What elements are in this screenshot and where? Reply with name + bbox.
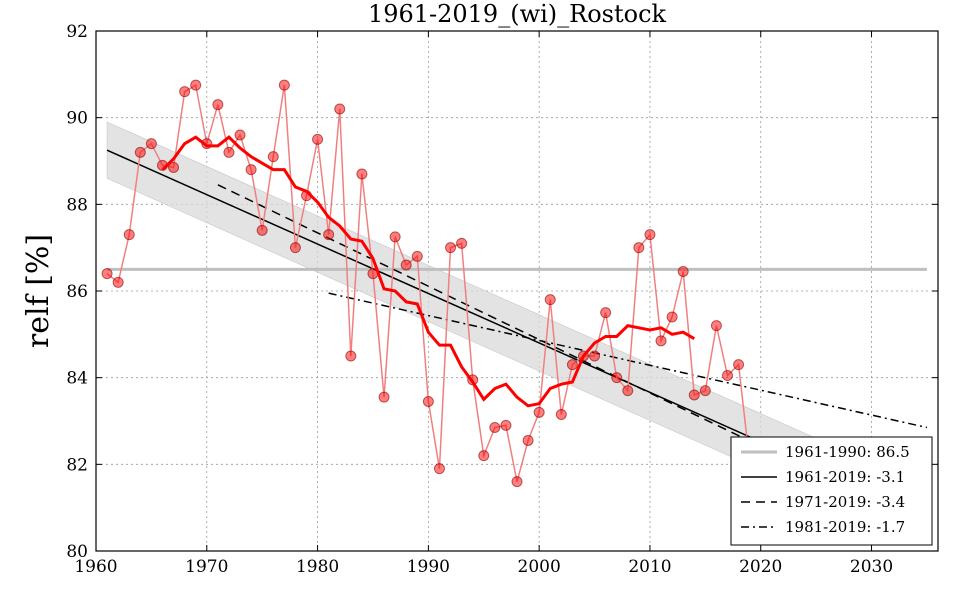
y-tick-label: 88 — [66, 195, 88, 215]
legend: 1961-1990: 86.5 1961-2019: -3.1 1971-2019:… — [730, 436, 933, 546]
data-point-1964 — [134, 146, 146, 158]
data-point-1971 — [212, 99, 224, 111]
data-point-1995 — [478, 450, 490, 462]
data-point-1961 — [101, 268, 113, 280]
data-point-1984 — [356, 168, 368, 180]
data-point-2000 — [533, 406, 545, 418]
x-tick-label: 2020 — [739, 557, 782, 577]
trend-line-1971-2019 — [217, 184, 817, 474]
data-point-1982 — [334, 103, 346, 115]
data-point-1989 — [411, 250, 423, 262]
legend-label: 1971-2019: -3.4 — [785, 493, 905, 511]
data-point-2014 — [688, 389, 700, 401]
legend-label: 1981-2019: -1.7 — [785, 518, 905, 536]
data-point-1973 — [234, 129, 246, 141]
trend-line-1961-2019 — [106, 149, 817, 468]
data-point-1974 — [245, 164, 257, 176]
data-point-1967 — [168, 162, 180, 173]
data-point-1968 — [179, 86, 191, 98]
data-point-1978 — [289, 242, 301, 254]
data-point-1977 — [278, 79, 290, 91]
x-tick-label: 1970 — [185, 557, 228, 577]
x-tick-label: 1980 — [296, 557, 339, 577]
data-point-1980 — [312, 133, 324, 145]
data-point-2002 — [555, 409, 567, 420]
data-point-1969 — [190, 79, 202, 91]
data-point-1965 — [145, 138, 157, 150]
y-tick-label: 82 — [66, 455, 88, 475]
data-point-1988 — [400, 259, 412, 271]
data-point-2012 — [666, 311, 678, 323]
data-point-1963 — [123, 229, 135, 241]
y-tick-label: 86 — [66, 282, 88, 302]
smoothed-line — [161, 135, 696, 408]
data-point-2006 — [600, 307, 612, 319]
data-point-2010 — [644, 229, 656, 241]
y-axis-label: relf [%] — [21, 234, 56, 348]
x-tick-label: 2030 — [850, 557, 893, 577]
data-point-1999 — [522, 435, 534, 446]
y-tick-label: 92 — [66, 22, 88, 42]
data-point-2005 — [589, 350, 601, 362]
data-point-1990 — [422, 396, 434, 407]
x-tick-label: 2010 — [628, 557, 671, 577]
data-point-2016 — [710, 320, 722, 332]
data-point-1997 — [500, 419, 512, 431]
data-point-1987 — [389, 231, 401, 243]
chart-title: 1961-2019_(wi)_Rostock — [368, 0, 667, 28]
data-point-1962 — [112, 276, 124, 288]
data-point-1986 — [378, 391, 390, 403]
data-point-2011 — [655, 335, 667, 347]
observed-series — [101, 79, 756, 488]
x-tick-label: 1960 — [74, 557, 117, 577]
data-point-2001 — [544, 294, 556, 306]
data-point-1991 — [433, 463, 445, 475]
data-point-1996 — [489, 422, 501, 433]
data-point-2003 — [566, 359, 578, 371]
trend-lines — [106, 149, 928, 474]
data-point-1975 — [256, 224, 268, 236]
smoothed-series — [161, 135, 696, 408]
axes: 1960 1970 1980 1990 2000 2010 2020 2030 80 82 84 86… — [66, 22, 939, 577]
data-point-1992 — [445, 242, 457, 254]
data-point-2018 — [733, 359, 745, 371]
legend-label: 1961-2019: -3.1 — [785, 468, 905, 486]
x-tick-label: 2000 — [518, 557, 561, 577]
legend-label: 1961-1990: 86.5 — [785, 443, 910, 461]
data-point-1976 — [267, 151, 279, 163]
data-point-2017 — [722, 370, 733, 381]
data-point-1981 — [323, 229, 335, 241]
x-tick-label: 1990 — [407, 557, 450, 577]
data-point-2013 — [677, 266, 689, 277]
data-point-2008 — [622, 385, 634, 397]
trend-line-1981-2019 — [328, 292, 928, 429]
data-point-1998 — [511, 476, 523, 488]
data-point-1993 — [456, 237, 468, 249]
y-tick-label: 90 — [66, 109, 88, 129]
y-tick-label: 80 — [66, 542, 88, 562]
data-point-1972 — [223, 146, 235, 158]
data-point-2007 — [611, 372, 623, 384]
data-point-2009 — [633, 242, 645, 254]
data-point-2015 — [699, 385, 711, 397]
data-point-1983 — [345, 350, 357, 362]
y-tick-label: 84 — [66, 369, 88, 389]
